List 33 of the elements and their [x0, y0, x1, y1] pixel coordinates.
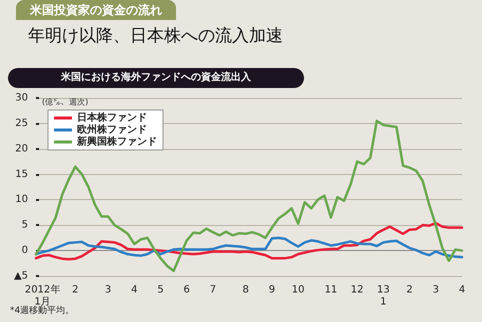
legend-label: 欧州株ファンド	[77, 124, 147, 136]
y-tick-label: 0	[22, 245, 28, 256]
x-tick-label: 2	[72, 284, 79, 296]
x-tick-label: 3	[432, 284, 439, 296]
x-tick-label: 7	[210, 284, 216, 296]
legend-label: 新興国株ファンド	[76, 136, 157, 148]
x-tick-label: 4	[131, 284, 138, 296]
x-tick-label: 13 1	[376, 284, 390, 308]
text: *4週移動平均。	[10, 306, 74, 317]
y-tick-label: 20	[15, 143, 28, 154]
x-tick-label: 2	[406, 284, 413, 296]
line-series	[34, 222, 464, 260]
y-tick-label: 5	[22, 220, 28, 231]
y-tick-label: 15	[15, 168, 28, 180]
y-tick-label: ▲5	[14, 270, 28, 282]
chart-title: 年明け以降、日本株への流入加速	[28, 25, 283, 47]
line-series	[34, 236, 464, 258]
x-tick-label: 3	[104, 284, 112, 296]
x-tick-label: 9	[268, 284, 276, 296]
x-tick-label: 11	[324, 284, 338, 296]
x-tick-label: 10	[292, 284, 305, 296]
text: 米国投資家の資金の流れ	[16, 0, 176, 20]
y-tick-label: 30	[15, 92, 28, 104]
x-tick-label: 8	[242, 284, 249, 296]
y-axis-title: (億㌦、週次)	[42, 96, 88, 106]
x-tick-label: 5	[157, 284, 164, 296]
y-tick-label: 25	[15, 118, 28, 129]
x-tick-label: 4	[458, 284, 466, 296]
chart-subtitle: 米国における海外ファンドへの資金流出入	[8, 68, 304, 88]
legend-label: 日本株ファンド	[77, 112, 147, 124]
y-tick-label: 10	[15, 194, 28, 206]
x-tick-label: 12	[350, 284, 364, 296]
x-tick-label: 6	[184, 284, 190, 296]
